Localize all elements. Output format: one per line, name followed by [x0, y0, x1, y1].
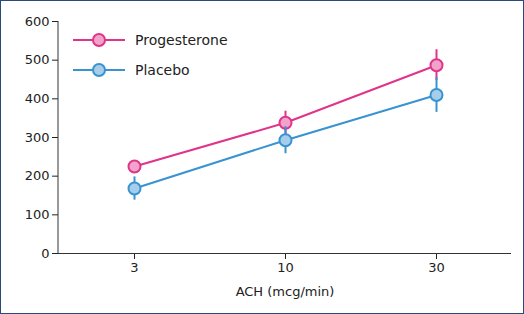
html-text:Progesterone: Progesterone	[135, 32, 228, 48]
svg-text:30: 30	[428, 260, 445, 275]
svg-text:400: 400	[25, 91, 50, 106]
svg-text:0: 0	[41, 246, 49, 261]
svg-text:300: 300	[25, 130, 50, 145]
html-text:Placebo: Placebo	[135, 62, 190, 78]
svg-text:500: 500	[25, 52, 50, 67]
svg-text:100: 100	[25, 207, 50, 222]
svg-text:10: 10	[277, 260, 294, 275]
svg-text:3: 3	[130, 260, 138, 275]
svg-text:200: 200	[25, 168, 50, 183]
svg-text:ACH (mcg/min): ACH (mcg/min)	[236, 284, 335, 299]
svg-text:600: 600	[25, 14, 50, 29]
